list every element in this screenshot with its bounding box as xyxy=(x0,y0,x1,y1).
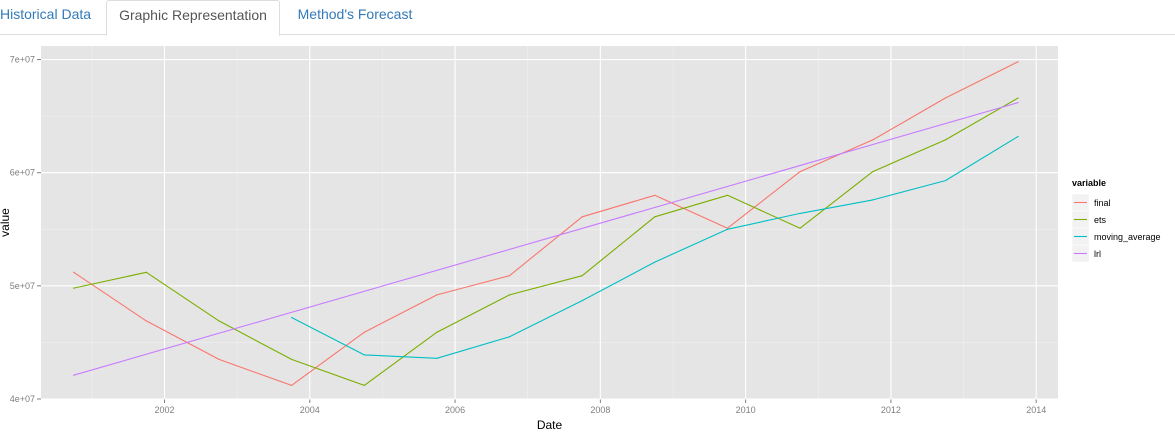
y-axis-title: value xyxy=(0,208,12,237)
x-tick-label: 2004 xyxy=(300,405,320,415)
data-point-moving_average xyxy=(726,228,729,230)
x-tick-label: 2014 xyxy=(1026,405,1046,415)
x-tick-label: 2006 xyxy=(445,405,465,415)
data-point-final xyxy=(436,294,438,296)
legend-label: lrl xyxy=(1094,249,1101,259)
tab-historical-data[interactable]: Historical Data xyxy=(0,6,92,22)
y-tick-label: 7e+07 xyxy=(10,55,35,65)
plot-panel xyxy=(41,46,1058,399)
data-point-ets xyxy=(654,216,656,218)
data-point-ets xyxy=(436,331,438,333)
legend-label: ets xyxy=(1094,215,1107,225)
data-point-moving_average xyxy=(654,261,656,263)
data-point-ets xyxy=(726,194,729,196)
data-point-moving_average xyxy=(944,180,947,182)
legend-title: variable xyxy=(1072,178,1106,188)
data-point-ets xyxy=(363,384,365,387)
tab-bar: Historical Data Graphic Representation M… xyxy=(0,0,1175,36)
data-point-lrl xyxy=(73,374,75,376)
x-tick-label: 2012 xyxy=(881,405,901,415)
x-tick-label: 2008 xyxy=(590,405,610,415)
data-point-final xyxy=(726,227,729,229)
data-point-final xyxy=(508,275,511,277)
data-point-lrl xyxy=(1017,101,1019,104)
data-point-ets xyxy=(218,320,220,322)
data-point-final xyxy=(218,358,220,361)
data-point-moving_average xyxy=(1017,135,1019,138)
data-point-final xyxy=(872,139,874,141)
data-point-moving_average xyxy=(291,316,293,319)
x-tick-label: 2002 xyxy=(154,405,174,415)
data-point-moving_average xyxy=(799,212,801,215)
data-point-ets xyxy=(145,271,147,273)
series-line-lrl xyxy=(73,102,1019,376)
x-axis-title: Date xyxy=(537,418,563,432)
y-tick-label: 4e+07 xyxy=(10,394,35,404)
data-point-ets xyxy=(799,227,801,229)
data-point-ets xyxy=(944,139,947,141)
legend-label: final xyxy=(1094,198,1111,208)
data-point-final xyxy=(799,170,801,173)
x-tick-label: 2010 xyxy=(736,405,756,415)
data-point-final xyxy=(1017,61,1019,63)
data-point-ets xyxy=(73,287,75,289)
series-line-final xyxy=(73,61,1019,386)
data-point-moving_average xyxy=(436,357,438,359)
y-tick-label: 6e+07 xyxy=(10,168,35,178)
data-point-ets xyxy=(291,358,293,361)
data-point-final xyxy=(73,271,75,273)
data-point-ets xyxy=(872,170,874,173)
data-point-final xyxy=(363,331,365,333)
line-chart: 2002 2004 2006 2008 2010 2012 2014 4e+07 5e+07 6e… xyxy=(0,46,1161,432)
data-point-final xyxy=(944,97,947,99)
tab-graphic-representation[interactable]: Graphic Representation xyxy=(106,0,280,36)
data-point-final xyxy=(145,320,147,322)
y-tick-label: 5e+07 xyxy=(10,281,35,291)
series-line-ets xyxy=(73,97,1019,386)
data-point-ets xyxy=(508,294,511,296)
data-point-final xyxy=(291,384,293,387)
data-point-ets xyxy=(1017,97,1019,99)
chart-container: 2002 2004 2006 2008 2010 2012 2014 4e+07 5e+07 6e… xyxy=(0,35,1175,434)
data-point-moving_average xyxy=(508,336,511,338)
legend-label: moving_average xyxy=(1094,232,1161,242)
data-point-final xyxy=(581,216,583,218)
data-point-moving_average xyxy=(581,299,583,302)
data-point-moving_average xyxy=(872,199,874,201)
data-point-final xyxy=(654,194,656,196)
data-point-ets xyxy=(581,275,583,277)
tab-methods-forecast[interactable]: Method's Forecast xyxy=(297,6,413,22)
data-point-moving_average xyxy=(363,354,365,356)
